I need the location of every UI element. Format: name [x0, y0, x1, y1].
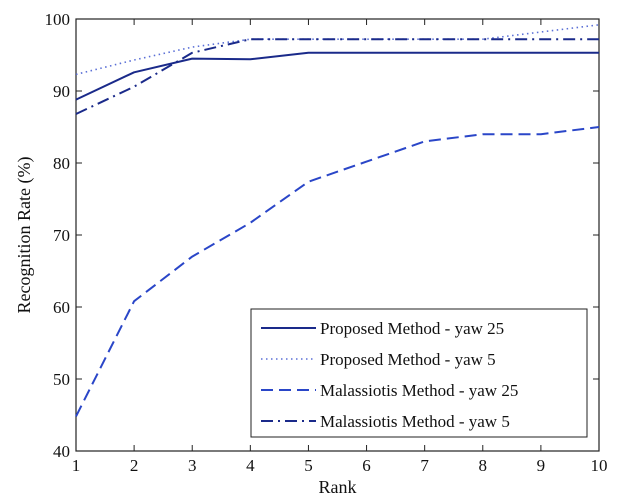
series-lines	[75, 24, 600, 417]
series-line-1	[75, 51, 599, 101]
y-tick-label: 100	[45, 10, 71, 29]
x-tick-label: 7	[420, 456, 429, 475]
x-tick-label: 6	[362, 456, 371, 475]
y-tick-label: 60	[53, 298, 70, 317]
legend: Proposed Method - yaw 25 Proposed Method …	[250, 308, 588, 438]
x-tick-label: 1	[72, 456, 81, 475]
x-axis-label: Rank	[319, 477, 357, 497]
x-tick-label: 10	[591, 456, 608, 475]
axis-ticks: 1 2 3 4 5 6 7 8 9 10 40 50 60 70 80 90 100	[45, 10, 608, 475]
x-tick-label: 5	[304, 456, 313, 475]
y-tick-label: 70	[53, 226, 70, 245]
y-tick-label: 90	[53, 82, 70, 101]
y-axis-label: Recognition Rate (%)	[14, 157, 35, 314]
legend-label-3: Malassiotis Method - yaw 25	[320, 381, 518, 400]
x-tick-label: 3	[188, 456, 197, 475]
legend-label-1: Proposed Method - yaw 25	[320, 319, 504, 338]
x-tick-label: 8	[479, 456, 488, 475]
x-tick-label: 2	[130, 456, 139, 475]
y-tick-label: 50	[53, 370, 70, 389]
series-line-3	[75, 126, 600, 417]
series-line-4	[75, 38, 599, 115]
series-line-2	[75, 24, 600, 76]
x-tick-label: 9	[537, 456, 546, 475]
legend-label-4: Malassiotis Method - yaw 5	[320, 412, 510, 431]
y-tick-label: 80	[53, 154, 70, 173]
legend-label-2: Proposed Method - yaw 5	[320, 350, 496, 369]
y-tick-label: 40	[53, 442, 70, 461]
x-tick-label: 4	[246, 456, 255, 475]
legend-box	[250, 308, 588, 438]
